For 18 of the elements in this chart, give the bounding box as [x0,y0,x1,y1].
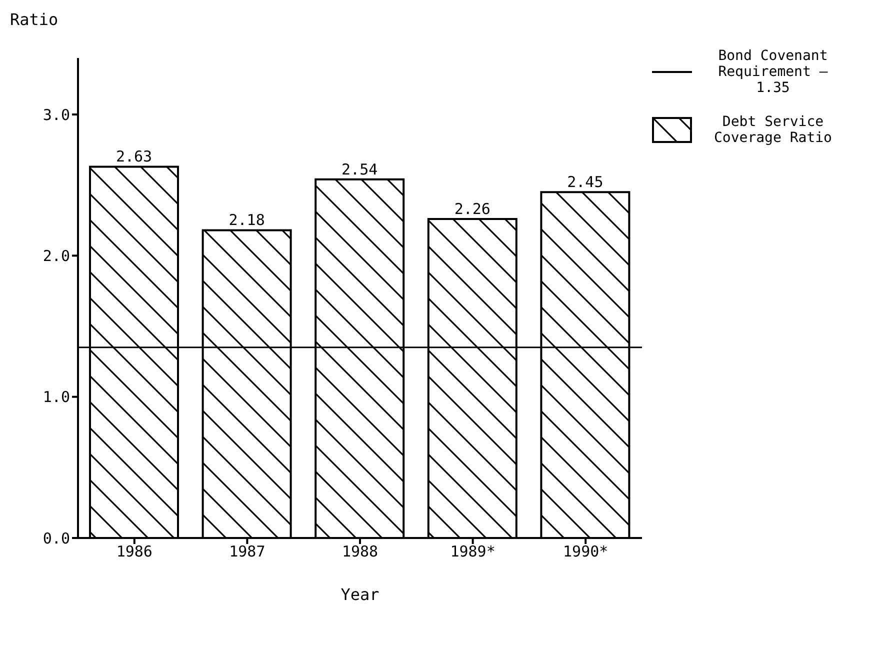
x-tick-label: 1989* [450,542,496,561]
x-tick-label: 1988 [342,542,378,561]
y-tick-label: 2.0 [42,246,70,265]
y-axis-title: Ratio [10,10,58,29]
data-label: 2.45 [567,173,604,192]
data-label: 2.54 [342,160,378,178]
y-tick-label: 3.0 [42,106,70,124]
data-label: 2.26 [454,200,490,218]
y-tick-label: 0.0 [42,529,70,548]
legend-label: Bond Covenant Requirement — 1.35 [717,48,829,96]
y-tick-label: 1.0 [42,388,70,406]
x-tick-label: 1986 [116,542,152,561]
x-tick-label: 1987 [229,542,266,561]
legend-label: Debt Service Coverage Ratio [712,114,833,146]
data-label: 2.18 [228,211,265,230]
x-tick-label: 1990* [563,542,608,561]
x-axis-title: Year [340,585,380,604]
data-label: 2.63 [116,148,152,166]
